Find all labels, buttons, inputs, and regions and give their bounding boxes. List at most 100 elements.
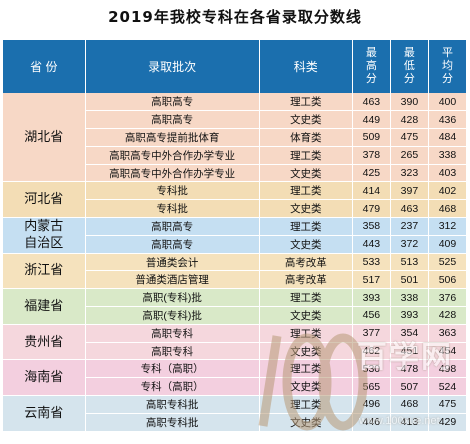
max-score-cell: 496 [352,395,391,414]
score-table: 省 份 录取批次 科类 最高分 最低分 平均分 湖北省 高职高专 理工类 463 390… [3,40,468,432]
table-row: 贵州省 高职专科 理工类 377 354 363 [3,324,468,361]
batch-cell: 专科（高职） [85,377,260,397]
category-cell: 文史类 [259,199,353,219]
table-row: 湖北省 高职高专 理工类 463 390 400 [3,93,468,183]
category-cell: 理工类 [259,288,353,308]
category-cell: 文史类 [259,164,353,183]
table-row: 高职高专 文史类 443 372 409 [3,235,468,254]
table-row: 云南省 高职专科批 理工类 496 468 475 [3,395,468,432]
category-cell: 高考改革 [259,253,353,272]
province-cell: 海南省 [3,359,86,397]
province-cell: 福建省 [3,288,86,325]
avg-score-cell: 506 [428,270,468,290]
avg-score-cell: 484 [428,128,468,147]
category-cell: 文史类 [259,306,353,325]
max-score-cell: 414 [352,181,391,201]
avg-score-cell: 409 [428,235,468,254]
batch-cell: 高职高专中外合作办学专业 [85,164,260,183]
batch-cell: 普通类酒店管理 [85,270,260,290]
province-line: 内蒙古 [24,219,64,235]
max-score-cell: 358 [352,217,391,236]
table-row: 浙江省 普通类会计 高考改革 533 513 525 [3,253,468,290]
max-score-cell: 479 [352,199,391,219]
min-score-cell: 323 [390,164,429,183]
avg-score-cell: 475 [428,395,468,414]
category-cell: 文史类 [259,110,353,130]
avg-score-cell: 400 [428,93,468,112]
category-cell: 体育类 [259,128,353,147]
province-cell: 云南省 [3,395,86,432]
max-score-cell: 530 [352,359,391,379]
avg-score-cell: 454 [428,342,468,361]
header-category: 科类 [259,40,353,93]
batch-cell: 高职高专提前批体育 [85,128,260,147]
min-score-cell: 428 [390,110,429,130]
table-row: 普通类酒店管理 高考改革 517 501 506 [3,270,468,290]
header-min-score: 最低分 [390,40,429,93]
min-score-cell: 413 [390,413,429,432]
min-score-cell: 513 [390,253,429,272]
table-row: 福建省 高职(专科)批 理工类 393 338 376 [3,288,468,325]
batch-cell: 高职高专 [85,110,260,130]
table-row: 高职高专 文史类 449 428 436 [3,110,468,130]
category-cell: 理工类 [259,359,353,379]
batch-cell: 高职专科 [85,324,260,343]
min-score-cell: 372 [390,235,429,254]
category-cell: 文史类 [259,413,353,432]
max-score-cell: 393 [352,288,391,308]
avg-score-cell: 338 [428,146,468,165]
category-cell: 理工类 [259,181,353,201]
max-score-cell: 517 [352,270,391,290]
avg-score-cell: 429 [428,413,468,432]
avg-score-cell: 403 [428,164,468,183]
min-score-cell: 475 [390,128,429,147]
category-cell: 理工类 [259,395,353,414]
min-score-cell: 393 [390,306,429,325]
max-score-cell: 533 [352,253,391,272]
max-score-cell: 449 [352,110,391,130]
min-score-cell: 338 [390,288,429,308]
avg-score-cell: 525 [428,253,468,272]
batch-cell: 高职专科批 [85,413,260,432]
table-row: 高职高专中外合作办学专业 文史类 425 323 403 [3,164,468,183]
avg-score-cell: 402 [428,181,468,201]
province-cell: 湖北省 [3,93,86,183]
batch-cell: 高职高专 [85,93,260,112]
max-score-cell: 456 [352,306,391,325]
category-cell: 文史类 [259,342,353,361]
header-batch: 录取批次 [85,40,260,93]
max-score-cell: 509 [352,128,391,147]
table-row: 河北省 专科批 理工类 414 397 402 [3,181,468,219]
header-province: 省 份 [3,40,86,93]
avg-score-cell: 468 [428,199,468,219]
max-score-cell: 425 [352,164,391,183]
score-table-container: 省 份 录取批次 科类 最高分 最低分 平均分 湖北省 高职高专 理工类 463 390… [3,40,468,432]
max-score-cell: 462 [352,342,391,361]
province-cell: 河北省 [3,181,86,219]
batch-cell: 高职(专科)批 [85,288,260,308]
avg-score-cell: 312 [428,217,468,236]
batch-cell: 专科批 [85,199,260,219]
avg-score-cell: 498 [428,359,468,379]
min-score-cell: 265 [390,146,429,165]
category-cell: 理工类 [259,93,353,112]
avg-score-cell: 436 [428,110,468,130]
province-cell: 贵州省 [3,324,86,361]
max-score-cell: 378 [352,146,391,165]
table-row: 海南省 专科（高职） 理工类 530 478 498 [3,359,468,397]
min-score-cell: 390 [390,93,429,112]
header-max-score: 最高分 [352,40,391,93]
province-cell: 内蒙古 自治区 [3,217,86,254]
table-row: 内蒙古 自治区 高职高专 理工类 358 237 312 [3,217,468,254]
category-cell: 文史类 [259,377,353,397]
avg-score-cell: 363 [428,324,468,343]
page-title: 2019年我校专科在各省录取分数线 [108,8,362,26]
batch-cell: 专科批 [85,181,260,201]
header-row: 省 份 录取批次 科类 最高分 最低分 平均分 [3,40,468,93]
min-score-cell: 478 [390,359,429,379]
province-cell: 浙江省 [3,253,86,290]
header-avg-score: 平均分 [428,40,468,93]
avg-score-cell: 376 [428,288,468,308]
province-line: 自治区 [24,236,64,252]
batch-cell: 高职(专科)批 [85,306,260,325]
